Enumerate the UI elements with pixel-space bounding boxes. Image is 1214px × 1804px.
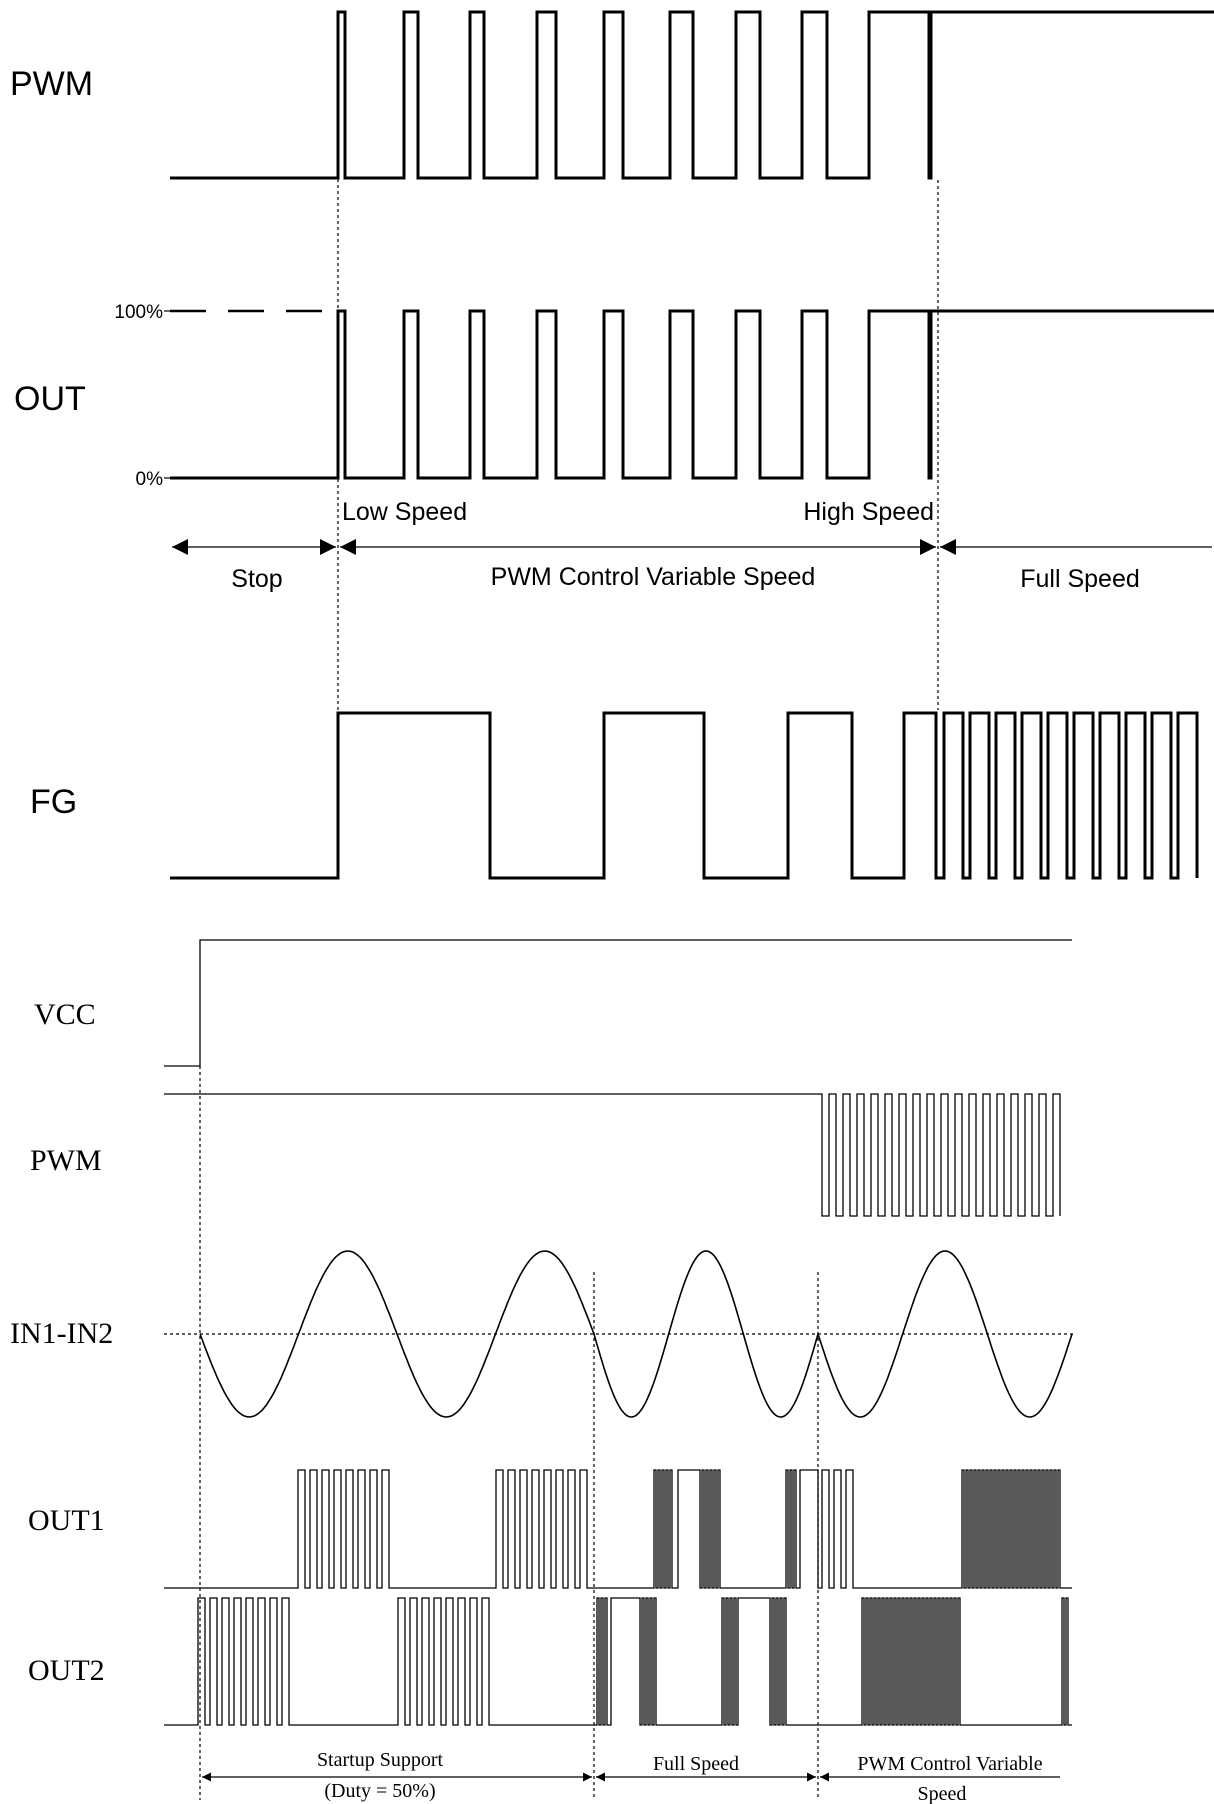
signal-label-in1-in2: IN1-IN2: [10, 1317, 113, 1350]
phase-label-pwm-variable-speed: PWM Control Variable Speed: [491, 563, 816, 591]
vcc-waveform: [164, 939, 1072, 1067]
low-speed-label: Low Speed: [342, 498, 467, 526]
phase-label-pwm-variable-line2: Speed: [918, 1783, 967, 1804]
pwm-waveform: [170, 10, 1214, 180]
signal-label-vcc: VCC: [34, 998, 96, 1031]
phase-label-full-speed-bottom: Full Speed: [653, 1753, 739, 1775]
out-level-100-label: 100%: [114, 302, 163, 323]
phase-label-duty: (Duty = 50%): [324, 1780, 435, 1802]
out-level-0-label: 0%: [136, 469, 164, 490]
signal-label-out1: OUT1: [28, 1504, 105, 1537]
phase-label-stop: Stop: [231, 565, 282, 593]
top-timing-diagram: PWM OUT FG 100% 0% Low Speed High Speed …: [10, 10, 1214, 880]
phase-label-pwm-variable-line1: PWM Control Variable: [857, 1753, 1042, 1775]
in1-in2-sine-waveform: [199, 1250, 1073, 1418]
phase-label-startup-support: Startup Support: [317, 1749, 444, 1771]
high-speed-label: High Speed: [803, 498, 934, 526]
out1-waveform: [164, 1469, 1072, 1589]
fg-waveform: [170, 711, 1199, 880]
bottom-timing-diagram: VCC PWM IN1-IN2 OUT1 OUT2 Startup Suppor…: [10, 939, 1074, 1804]
signal-label-pwm-bottom: PWM: [30, 1144, 102, 1177]
pwm-bottom-waveform: [164, 1093, 1061, 1217]
out-waveform: [170, 309, 1214, 480]
signal-label-out: OUT: [14, 380, 86, 418]
signal-label-fg: FG: [30, 783, 77, 821]
out2-waveform: [164, 1597, 1072, 1726]
signal-label-pwm: PWM: [10, 65, 93, 103]
signal-label-out2: OUT2: [28, 1654, 105, 1687]
phase-label-full-speed: Full Speed: [1020, 565, 1140, 593]
